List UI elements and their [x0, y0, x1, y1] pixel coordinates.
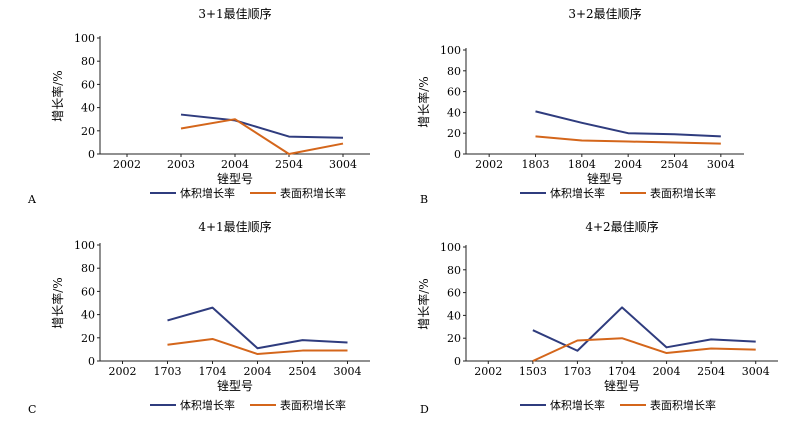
x-tick-label: 1704 [199, 365, 227, 378]
y-tick-label: 0 [454, 148, 461, 161]
x-tick-label: 3004 [707, 158, 735, 171]
y-tick-label: 60 [81, 285, 95, 298]
chart-title: 3+2最佳顺序 [568, 6, 641, 21]
legend-entry: 体积增长率 [180, 398, 235, 412]
y-tick-label: 80 [447, 65, 461, 78]
legend-entry: 体积增长率 [550, 186, 605, 200]
y-tick-label: 100 [74, 239, 95, 252]
y-tick-label: 100 [74, 32, 95, 45]
chart-panel-b: 3+2最佳顺序 0 20 40 60 80 100 2002 1803 1804 2004 2504 3… [416, 6, 744, 206]
y-tick-label: 100 [440, 241, 461, 254]
x-axis-label: 锉型号 [217, 378, 253, 393]
legend-entry: 表面积增长率 [280, 186, 346, 200]
x-tick-label: 2004 [244, 365, 272, 378]
y-tick-label: 20 [447, 332, 461, 345]
x-tick-label: 2003 [167, 158, 195, 171]
panel-letter: B [420, 193, 428, 206]
panel-letter: D [420, 403, 429, 416]
x-tick-label: 2504 [289, 365, 317, 378]
series-line-volume [535, 110, 721, 138]
y-tick-label: 20 [447, 127, 461, 140]
x-tick-label: 2002 [474, 365, 502, 378]
y-tick-label: 80 [81, 262, 95, 275]
y-tick-label: 0 [88, 148, 95, 161]
series-line-volume [532, 306, 756, 352]
chart-title: 4+2最佳顺序 [585, 219, 658, 234]
panel-letter: A [27, 193, 37, 206]
y-axis-label: 增长率/% [50, 277, 65, 328]
x-tick-label: 2504 [697, 365, 725, 378]
x-tick-label: 3004 [329, 158, 357, 171]
y-tick-label: 0 [88, 355, 95, 368]
chart-title: 3+1最佳顺序 [198, 6, 271, 21]
series-line-surface [167, 337, 348, 356]
legend-entry: 表面积增长率 [650, 186, 716, 200]
x-tick-label: 2004 [614, 158, 642, 171]
x-tick-label: 1703 [154, 365, 182, 378]
y-tick-label: 40 [447, 106, 461, 119]
y-tick-label: 100 [440, 44, 461, 57]
legend-entry: 表面积增长率 [650, 398, 716, 412]
x-tick-label: 1703 [563, 365, 591, 378]
y-tick-label: 40 [447, 309, 461, 322]
y-tick-label: 60 [81, 78, 95, 91]
x-tick-label: 3004 [334, 365, 362, 378]
x-tick-label: 2004 [653, 365, 681, 378]
series-line-surface [180, 118, 344, 155]
series-line-surface [532, 337, 756, 362]
legend-entry: 体积增长率 [550, 398, 605, 412]
y-tick-label: 60 [447, 287, 461, 300]
x-tick-label: 2002 [109, 365, 137, 378]
x-tick-label: 1804 [568, 158, 596, 171]
y-tick-label: 80 [81, 55, 95, 68]
chart-panel-a: 3+1最佳顺序 0 20 40 60 80 100 2002 2003 2004 2504 3004 锉… [27, 6, 370, 206]
y-tick-label: 80 [447, 264, 461, 277]
y-tick-label: 40 [81, 309, 95, 322]
y-axis-label: 增长率/% [50, 70, 65, 121]
x-tick-label: 1503 [519, 365, 547, 378]
chart-panel-d: 4+2最佳顺序 0 20 40 60 80 100 2002 1503 1703 1704 2004 2… [416, 219, 778, 416]
panel-letter: C [28, 403, 36, 416]
x-tick-label: 2504 [275, 158, 303, 171]
x-tick-label: 1803 [522, 158, 550, 171]
y-tick-label: 0 [454, 355, 461, 368]
y-tick-label: 20 [81, 125, 95, 138]
series-line-volume [167, 306, 348, 350]
x-axis-label: 锉型号 [604, 378, 640, 393]
y-tick-label: 60 [447, 86, 461, 99]
chart-panel-c: 4+1最佳顺序 0 20 40 60 80 100 2002 1703 1704 2004 2504 3… [28, 219, 370, 416]
y-tick-label: 20 [81, 332, 95, 345]
x-axis-label: 锉型号 [587, 171, 623, 186]
y-axis-label: 增长率/% [416, 278, 431, 329]
x-tick-label: 1704 [608, 365, 636, 378]
series-line-surface [535, 135, 721, 145]
legend-entry: 表面积增长率 [280, 398, 346, 412]
x-tick-label: 3004 [742, 365, 770, 378]
series-line-volume [180, 113, 344, 139]
legend-entry: 体积增长率 [180, 186, 235, 200]
x-axis-label: 锉型号 [217, 171, 253, 186]
y-axis-label: 增长率/% [416, 76, 431, 127]
x-tick-label: 2004 [221, 158, 249, 171]
x-tick-label: 2002 [113, 158, 141, 171]
x-tick-label: 2002 [475, 158, 503, 171]
x-tick-label: 2504 [661, 158, 689, 171]
chart-title: 4+1最佳顺序 [198, 219, 271, 234]
y-tick-label: 40 [81, 102, 95, 115]
